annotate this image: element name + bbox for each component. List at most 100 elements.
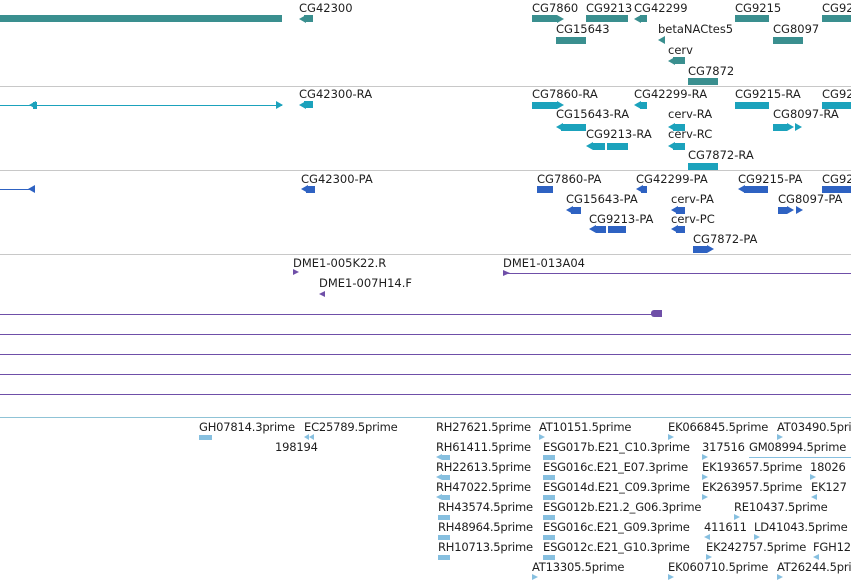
gene-label[interactable]: CG15643 [556, 22, 610, 36]
est-feature[interactable] [309, 434, 314, 440]
est-label[interactable]: ESG012c.E21_G10.3prime [543, 540, 690, 554]
est-label[interactable]: EK066845.5prime [668, 420, 769, 434]
est-label[interactable]: ESG012b.E21.2_G06.3prime [543, 500, 702, 514]
transcript-exon[interactable] [673, 143, 685, 150]
protein-exon[interactable] [671, 225, 678, 233]
clone-line[interactable] [0, 354, 851, 355]
est-feature[interactable] [543, 535, 555, 540]
est-feature[interactable] [668, 574, 674, 580]
clone-line[interactable] [0, 314, 660, 315]
transcript-exon[interactable] [634, 101, 641, 109]
gene-feature[interactable] [304, 15, 313, 22]
gene-label[interactable]: CG42299 [634, 1, 688, 15]
protein-exon[interactable] [676, 226, 685, 233]
est-feature[interactable] [702, 494, 708, 500]
est-label[interactable]: RH43574.5prime [438, 500, 533, 514]
protein-label[interactable]: CG42300-PA [301, 172, 373, 186]
est-label[interactable]: EK242757.5prime [706, 540, 807, 554]
gene-label[interactable]: cerv [668, 43, 693, 57]
est-label[interactable]: GM08994.5prime [749, 440, 847, 454]
gene-feature[interactable] [299, 15, 306, 23]
transcript-exon[interactable] [299, 101, 306, 109]
est-feature[interactable] [706, 554, 712, 560]
est-label[interactable]: EK127 [811, 480, 847, 494]
gene-label[interactable]: betaNACtes5 [658, 22, 734, 36]
est-feature[interactable] [199, 435, 212, 440]
est-label[interactable]: RH61411.5prime [436, 440, 531, 454]
gene-label[interactable]: CG42300 [299, 1, 353, 15]
protein-exon[interactable] [301, 185, 308, 193]
est-label[interactable]: ESG016c.E21_G09.3prime [543, 520, 690, 534]
transcript-exon[interactable] [787, 123, 794, 131]
clone-marker[interactable] [503, 270, 510, 276]
gene-label[interactable]: CG9215 [735, 1, 782, 15]
est-label[interactable]: 18026 [810, 460, 846, 474]
transcript-label[interactable]: CG9213-RA [586, 127, 652, 141]
est-feature[interactable] [436, 494, 442, 500]
protein-exon[interactable] [608, 226, 626, 233]
est-label[interactable]: 198194 [275, 440, 318, 454]
est-label[interactable]: EK060710.5prime [668, 560, 769, 574]
gene-feature[interactable] [0, 15, 282, 22]
est-label[interactable]: ESG016c.E21_E07.3prime [543, 460, 689, 474]
est-label[interactable]: EK263957.5prime [702, 480, 803, 494]
est-feature[interactable] [436, 454, 442, 460]
clone-label[interactable]: DME1-007H14.F [319, 276, 413, 290]
protein-exon[interactable] [28, 185, 35, 193]
est-feature[interactable] [436, 474, 442, 480]
est-label[interactable]: RH48964.5prime [438, 520, 533, 534]
est-feature[interactable] [438, 535, 450, 540]
clone-label[interactable]: DME1-013A04 [503, 256, 585, 270]
protein-label[interactable]: CG92 [822, 172, 851, 186]
est-feature[interactable] [304, 434, 309, 440]
clone-marker[interactable] [293, 269, 299, 275]
gene-label[interactable]: CG7860 [532, 1, 579, 15]
transcript-exon[interactable] [673, 124, 685, 131]
gene-label[interactable]: CG92 [822, 1, 851, 15]
transcript-exon[interactable] [557, 101, 564, 109]
gene-feature[interactable] [658, 36, 665, 44]
clone-line[interactable] [508, 273, 851, 274]
transcript-exon[interactable] [822, 102, 851, 109]
clone-line[interactable] [0, 374, 851, 375]
gene-label[interactable]: CG7872 [688, 64, 735, 78]
transcript-exon[interactable] [593, 143, 605, 150]
est-label[interactable]: AT13305.5prime [532, 560, 625, 574]
est-label[interactable]: GH07814.3prime [199, 420, 295, 434]
protein-exon[interactable] [676, 207, 685, 214]
transcript-exon[interactable] [304, 101, 313, 108]
transcript-exon[interactable] [640, 102, 647, 109]
est-label[interactable]: RH47022.5prime [436, 480, 531, 494]
protein-label[interactable]: CG7860-PA [537, 172, 602, 186]
est-feature[interactable] [734, 514, 740, 520]
protein-exon[interactable] [738, 185, 745, 193]
gene-feature[interactable] [557, 15, 564, 23]
gene-label[interactable]: CG8097 [773, 22, 820, 36]
est-feature[interactable] [539, 434, 545, 440]
protein-label[interactable]: CG15643-PA [566, 192, 638, 206]
est-feature[interactable] [668, 434, 674, 440]
transcript-exon[interactable] [276, 101, 283, 109]
est-label[interactable]: RH22613.5prime [436, 460, 531, 474]
est-feature[interactable] [811, 494, 817, 500]
protein-label[interactable]: CG8097-PA [778, 192, 843, 206]
protein-exon[interactable] [566, 206, 573, 214]
protein-exon[interactable] [796, 206, 803, 214]
transcript-exon[interactable] [668, 123, 675, 131]
est-label[interactable]: AT03490.5prime [777, 420, 851, 434]
transcript-exon[interactable] [561, 124, 586, 131]
transcript-label[interactable]: CG92 [822, 87, 851, 101]
transcript-label[interactable]: CG7872-RA [688, 148, 754, 162]
est-label[interactable]: RH27621.5prime [436, 420, 531, 434]
transcript-exon[interactable] [688, 163, 718, 170]
est-label[interactable]: ESG014d.E21_C09.3prime [543, 480, 690, 494]
protein-exon[interactable] [306, 186, 315, 193]
est-feature[interactable] [810, 474, 816, 480]
est-feature[interactable] [438, 555, 450, 560]
est-label[interactable]: EK193657.5prime [702, 460, 803, 474]
protein-exon[interactable] [636, 185, 643, 193]
est-feature[interactable] [438, 515, 450, 520]
protein-label[interactable]: CG9215-PA [738, 172, 803, 186]
est-feature[interactable] [704, 534, 710, 540]
transcript-label[interactable]: CG7860-RA [532, 87, 598, 101]
